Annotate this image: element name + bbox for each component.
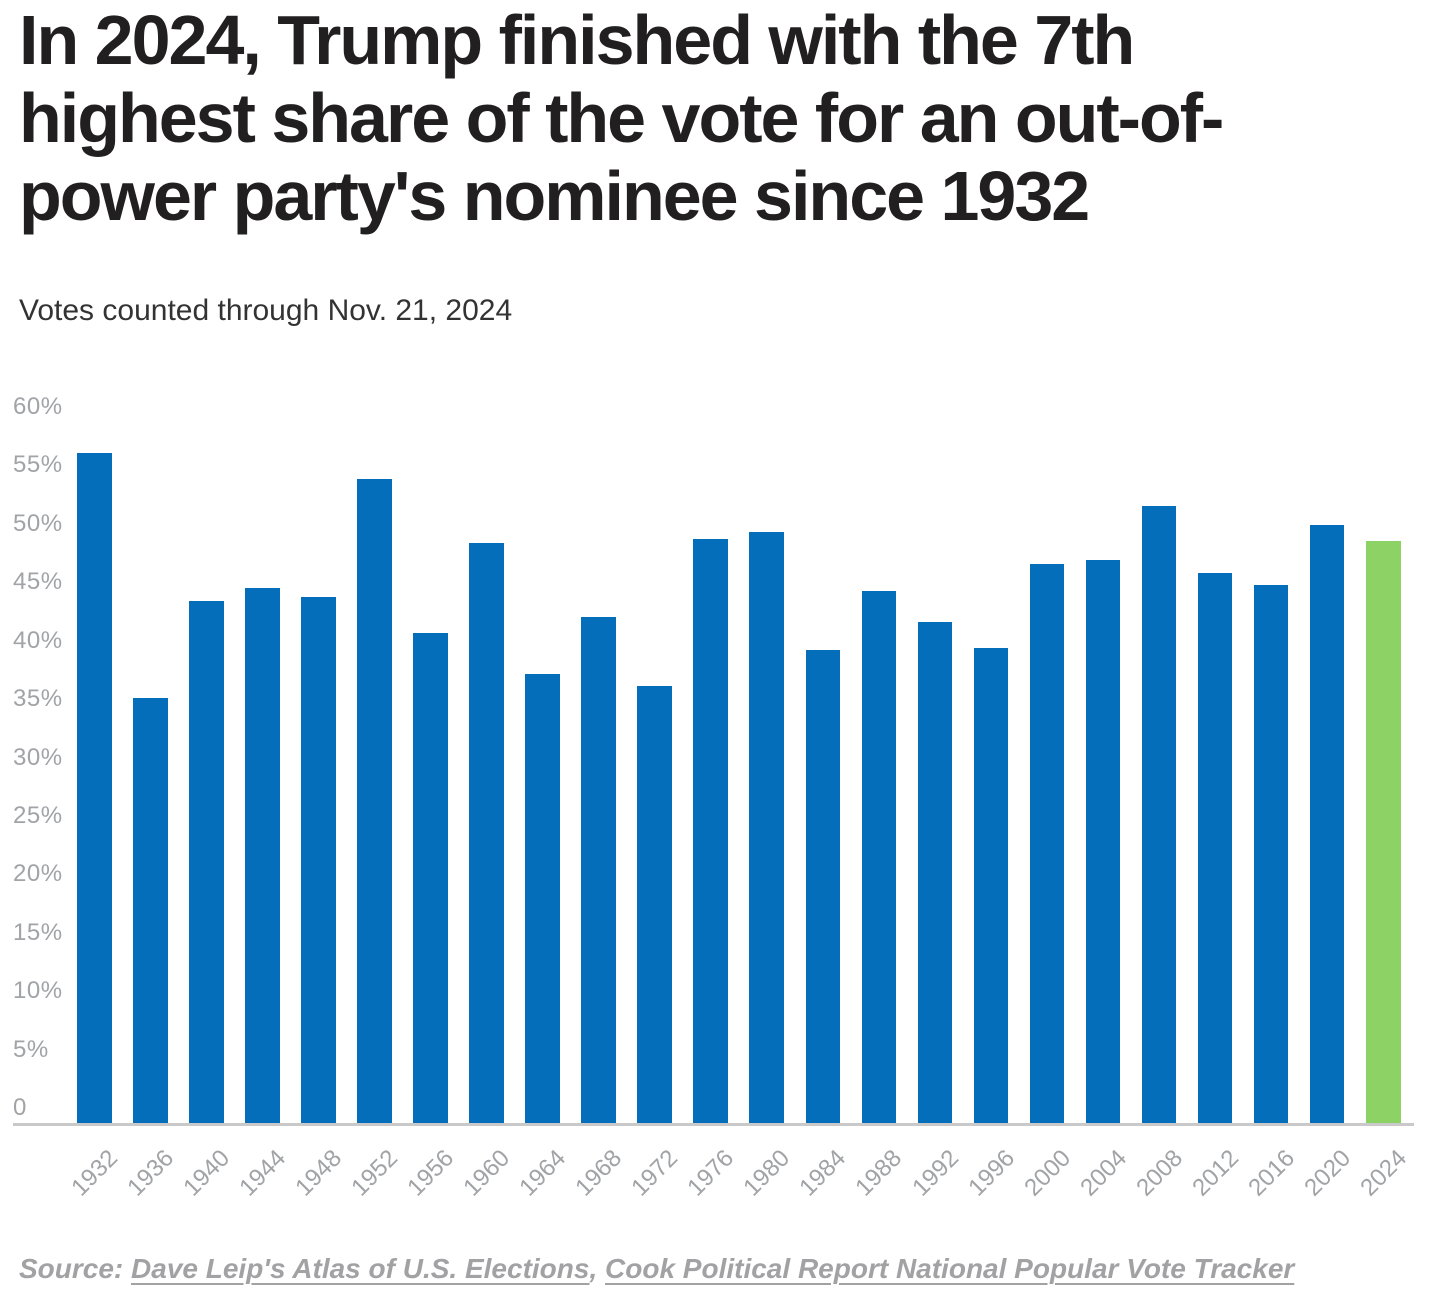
bar-1996 bbox=[973, 648, 1009, 1124]
bar-2024 bbox=[1365, 541, 1401, 1124]
source-link[interactable]: Dave Leip's Atlas of U.S. Elections bbox=[131, 1253, 590, 1284]
x-axis-year-label: 2000 bbox=[1018, 1144, 1076, 1202]
source-prefix: Source: bbox=[19, 1253, 124, 1284]
x-axis-year-label: 1936 bbox=[122, 1144, 180, 1202]
bar-1992 bbox=[917, 621, 953, 1124]
bar-2008 bbox=[1141, 505, 1177, 1124]
x-axis-year-label: 1964 bbox=[514, 1144, 572, 1202]
source-links: Dave Leip's Atlas of U.S. Elections, Coo… bbox=[131, 1253, 1295, 1284]
bar-1948 bbox=[301, 597, 336, 1124]
bar-1964 bbox=[525, 674, 560, 1124]
x-axis-year-label: 1984 bbox=[794, 1144, 852, 1202]
bar-2016 bbox=[1253, 585, 1289, 1124]
y-axis-tick-label: 0 bbox=[13, 1094, 27, 1121]
source-link[interactable]: Cook Political Report National Popular V… bbox=[605, 1253, 1295, 1284]
y-axis-tick-label: 55% bbox=[13, 451, 63, 479]
chart-title: In 2024, Trump finished with the 7th hig… bbox=[19, 1, 1224, 235]
x-axis-year-label: 1980 bbox=[738, 1144, 796, 1202]
x-axis-year-label: 1972 bbox=[626, 1144, 684, 1202]
bar-1956 bbox=[413, 633, 448, 1124]
y-axis-tick-label: 45% bbox=[13, 568, 63, 596]
y-axis-tick-label: 25% bbox=[13, 801, 63, 829]
x-axis-year-label: 1968 bbox=[570, 1144, 628, 1202]
x-axis-year-label: 2012 bbox=[1186, 1144, 1244, 1202]
bar-1968 bbox=[581, 616, 616, 1124]
y-axis-tick-label: 40% bbox=[13, 626, 63, 654]
x-axis-year-label: 1944 bbox=[234, 1144, 292, 1202]
x-axis-year-label: 1988 bbox=[850, 1144, 908, 1202]
x-axis-year-label: 1960 bbox=[458, 1144, 516, 1202]
x-axis-line bbox=[13, 1123, 1414, 1126]
x-axis-year-label: 1952 bbox=[346, 1144, 404, 1202]
x-axis-year-label: 2020 bbox=[1299, 1144, 1356, 1202]
y-axis-tick-label: 10% bbox=[13, 977, 63, 1005]
y-axis-tick-label: 20% bbox=[13, 860, 63, 888]
x-axis-year-label: 2008 bbox=[1130, 1144, 1188, 1202]
bar-2004 bbox=[1085, 559, 1121, 1124]
bar-1972 bbox=[637, 685, 672, 1124]
x-axis-year-label: 1940 bbox=[178, 1144, 236, 1202]
x-axis-year-label: 1976 bbox=[682, 1144, 740, 1202]
x-axis-year-label: 1992 bbox=[906, 1144, 964, 1202]
y-axis-tick-label: 50% bbox=[13, 509, 63, 537]
y-axis-tick-label: 15% bbox=[13, 918, 63, 946]
bar-1976 bbox=[693, 538, 729, 1124]
bar-1952 bbox=[357, 479, 392, 1124]
bar-1944 bbox=[245, 587, 280, 1124]
bar-1936 bbox=[133, 697, 168, 1124]
y-axis-tick-label: 5% bbox=[13, 1035, 49, 1063]
x-axis-year-label: 2004 bbox=[1074, 1144, 1132, 1202]
x-axis-year-label: 2024 bbox=[1355, 1144, 1412, 1202]
x-axis-year-label: 1956 bbox=[402, 1144, 460, 1202]
bar-1960 bbox=[469, 543, 504, 1124]
y-axis-tick-label: 60% bbox=[13, 393, 63, 420]
x-axis-year-label: 1948 bbox=[290, 1144, 348, 1202]
y-axis-tick-label: 35% bbox=[13, 685, 63, 713]
bar-2020 bbox=[1309, 524, 1345, 1124]
x-axis-year-label: 2016 bbox=[1242, 1144, 1300, 1202]
bar-1932 bbox=[77, 453, 112, 1124]
bar-1984 bbox=[805, 649, 841, 1124]
bar-1940 bbox=[189, 600, 224, 1124]
x-axis-year-label: 1932 bbox=[66, 1144, 123, 1202]
source-line: Source: Dave Leip's Atlas of U.S. Electi… bbox=[19, 1252, 1419, 1286]
bar-2000 bbox=[1029, 564, 1065, 1124]
bar-2012 bbox=[1197, 572, 1233, 1124]
bar-1988 bbox=[861, 591, 897, 1124]
x-axis-year-label: 1996 bbox=[962, 1144, 1020, 1202]
chart-subtitle: Votes counted through Nov. 21, 2024 bbox=[19, 294, 513, 327]
bar-1980 bbox=[749, 531, 785, 1124]
y-axis-tick-label: 30% bbox=[13, 743, 63, 771]
